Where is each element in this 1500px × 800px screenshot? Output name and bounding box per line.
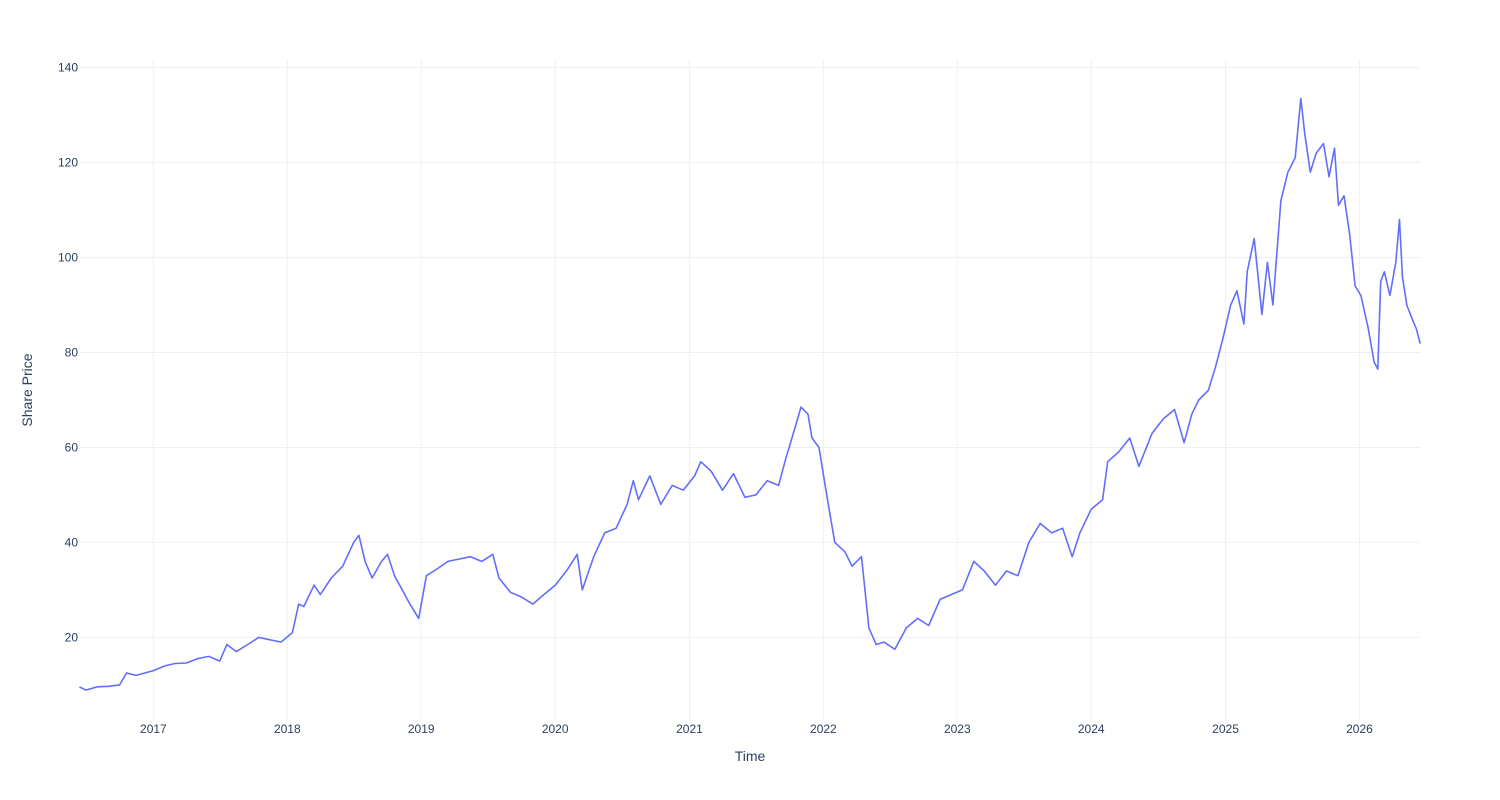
- series-layer: [79, 97, 1421, 691]
- y-tick-label: 100: [58, 251, 78, 265]
- x-axis-title: Time: [735, 748, 766, 764]
- y-tick-label: 20: [65, 630, 79, 644]
- y-tick-label: 60: [65, 440, 79, 454]
- x-tick-label: 2022: [810, 722, 837, 736]
- y-tick-labels: 20 40 60 80 100 120 140: [58, 61, 78, 645]
- x-tick-label: 2017: [140, 722, 167, 736]
- x-gridlines: [152, 60, 1360, 720]
- y-tick-label: 140: [58, 61, 78, 75]
- x-tick-label: 2018: [274, 722, 301, 736]
- y-tick-label: 80: [65, 345, 79, 359]
- y-axis-title: Share Price: [19, 353, 35, 426]
- y-gridlines: [80, 67, 1420, 638]
- y-tick-label: 120: [58, 156, 78, 170]
- x-tick-label: 2019: [408, 722, 435, 736]
- x-tick-label: 2026: [1346, 722, 1373, 736]
- x-tick-label: 2021: [676, 722, 703, 736]
- x-tick-label: 2025: [1212, 722, 1239, 736]
- x-tick-label: 2024: [1078, 722, 1105, 736]
- x-tick-label: 2020: [542, 722, 569, 736]
- x-tick-labels: 2017 2018 2019 2020 2021 2022 2023 2024 2025 2026: [140, 722, 1373, 736]
- series-line-0: [79, 97, 1421, 691]
- y-tick-label: 40: [65, 535, 79, 549]
- x-tick-label: 2023: [944, 722, 971, 736]
